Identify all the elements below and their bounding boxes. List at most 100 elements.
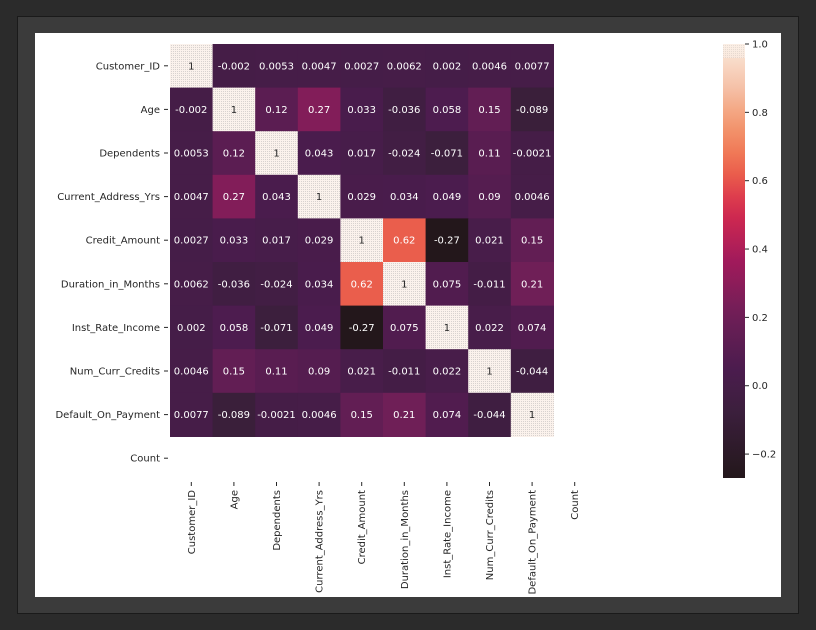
cell-annotation: 0.022 xyxy=(433,367,462,378)
cell-annotation: -0.011 xyxy=(473,279,505,290)
x-tick-label: Num_Curr_Credits xyxy=(485,490,496,580)
cell-annotation: -0.27 xyxy=(434,236,460,247)
cell-annotation: 0.62 xyxy=(351,279,373,290)
cell-annotation: 0.017 xyxy=(347,149,376,160)
cell-annotation: 1 xyxy=(529,410,535,421)
colorbar-tick-label: 0.0 xyxy=(752,381,768,392)
heatmap-cell xyxy=(297,174,341,219)
cell-annotation: 1 xyxy=(401,279,407,290)
x-tick-label: Dependents xyxy=(272,490,283,551)
y-tick-label: Count xyxy=(130,454,160,465)
cell-annotation: 0.049 xyxy=(433,192,462,203)
cell-annotation: 0.029 xyxy=(347,192,376,203)
cell-annotation: 0.049 xyxy=(305,323,334,334)
heatmap-cell xyxy=(425,392,469,437)
heatmap-cell xyxy=(340,392,384,437)
cell-annotation: 0.21 xyxy=(393,410,415,421)
heatmap-cell xyxy=(170,131,214,176)
heatmap-cell xyxy=(212,87,256,132)
x-tick-label: Age xyxy=(229,490,240,509)
cell-annotation: -0.024 xyxy=(260,279,292,290)
cell-annotation: -0.011 xyxy=(388,367,420,378)
x-tick-label: Inst_Rate_Income xyxy=(442,490,453,578)
heatmap-cell xyxy=(340,349,384,394)
cell-annotation: 0.034 xyxy=(390,192,419,203)
cell-annotation: 0.002 xyxy=(177,323,206,334)
cell-annotation: 0.058 xyxy=(433,105,462,116)
heatmap-cell xyxy=(425,218,469,263)
cell-annotation: 0.075 xyxy=(433,279,462,290)
cell-annotation: 0.0047 xyxy=(174,192,209,203)
cell-annotation: 0.022 xyxy=(475,323,504,334)
cell-annotation: 0.002 xyxy=(433,61,462,72)
heatmap-cell xyxy=(468,392,512,437)
colorbar-tick-label: 0.2 xyxy=(752,313,768,324)
cell-annotation: 0.0077 xyxy=(174,410,209,421)
heatmap-cell xyxy=(425,131,469,176)
y-tick-label: Age xyxy=(141,105,160,116)
heatmap-cell xyxy=(425,44,469,89)
cell-annotation: 0.029 xyxy=(305,236,334,247)
cell-annotation: -0.036 xyxy=(388,105,420,116)
cell-annotation: 0.0062 xyxy=(174,279,209,290)
heatmap-cell xyxy=(340,44,384,89)
heatmap-cell xyxy=(468,218,512,263)
heatmap-chart: 1 -0.002 0.0053 0.0047 0.0027 0.0062 0.002 0.00… xyxy=(55,40,776,595)
cell-annotation: 0.27 xyxy=(308,105,330,116)
heatmap-cell xyxy=(510,349,554,394)
colorbar-tick-label: 0.8 xyxy=(752,108,768,119)
heatmap-cell xyxy=(425,174,469,219)
cell-annotation: 0.043 xyxy=(262,192,291,203)
heatmap-cell xyxy=(212,305,256,350)
heatmap-cell xyxy=(170,44,214,89)
cell-annotation: 0.21 xyxy=(521,279,543,290)
cell-annotation: 0.033 xyxy=(220,236,249,247)
heatmap-cell xyxy=(383,349,427,394)
heatmap-cell xyxy=(425,262,469,307)
cell-annotation: 0.0046 xyxy=(302,410,337,421)
cell-annotation: -0.0021 xyxy=(257,410,296,421)
cell-annotation: -0.27 xyxy=(349,323,375,334)
heatmap-cell xyxy=(425,87,469,132)
heatmap-cell xyxy=(383,174,427,219)
y-tick-label: Dependents xyxy=(99,149,160,160)
heatmap-cell xyxy=(255,262,299,307)
heatmap-cell xyxy=(425,349,469,394)
cell-annotation: 0.0046 xyxy=(174,367,209,378)
colorbar-tick-label: 0.4 xyxy=(752,245,768,256)
y-tick-label: Duration_in_Months xyxy=(61,279,160,290)
heatmap-cell xyxy=(510,262,554,307)
heatmap-cell xyxy=(340,305,384,350)
heatmap-cell xyxy=(297,305,341,350)
heatmap-cell xyxy=(383,87,427,132)
cell-annotation: 1 xyxy=(188,61,194,72)
cell-annotation: 0.11 xyxy=(265,367,287,378)
cell-annotation: -0.089 xyxy=(516,105,548,116)
cell-annotation: 0.034 xyxy=(305,279,334,290)
y-tick-label: Default_On_Payment xyxy=(55,410,160,421)
heatmap-cell xyxy=(510,174,554,219)
heatmap-cell xyxy=(383,262,427,307)
heatmap-cell xyxy=(212,44,256,89)
heatmap-cell xyxy=(212,174,256,219)
colorbar xyxy=(723,44,745,478)
heatmap-cell xyxy=(297,44,341,89)
cell-annotation: 1 xyxy=(273,149,279,160)
heatmap-cell xyxy=(255,174,299,219)
heatmap-cell xyxy=(510,131,554,176)
cell-annotation: -0.044 xyxy=(516,367,548,378)
heatmap-cell xyxy=(170,305,214,350)
cell-annotation: -0.044 xyxy=(473,410,505,421)
heatmap-cell xyxy=(255,305,299,350)
x-tick-label: Customer_ID xyxy=(187,490,198,555)
x-tick-label: Current_Address_Yrs xyxy=(315,490,326,593)
cell-annotation: -0.002 xyxy=(218,61,250,72)
heatmap-cell xyxy=(212,392,256,437)
heatmap-cell xyxy=(212,131,256,176)
y-tick-label: Customer_ID xyxy=(96,61,161,72)
heatmap-cell xyxy=(340,174,384,219)
cell-annotation: 0.09 xyxy=(308,367,330,378)
figure-canvas: 1 -0.002 0.0053 0.0047 0.0027 0.0062 0.002 0.00… xyxy=(35,33,781,597)
heatmap-cell xyxy=(297,392,341,437)
cell-annotation: 0.0027 xyxy=(174,236,209,247)
